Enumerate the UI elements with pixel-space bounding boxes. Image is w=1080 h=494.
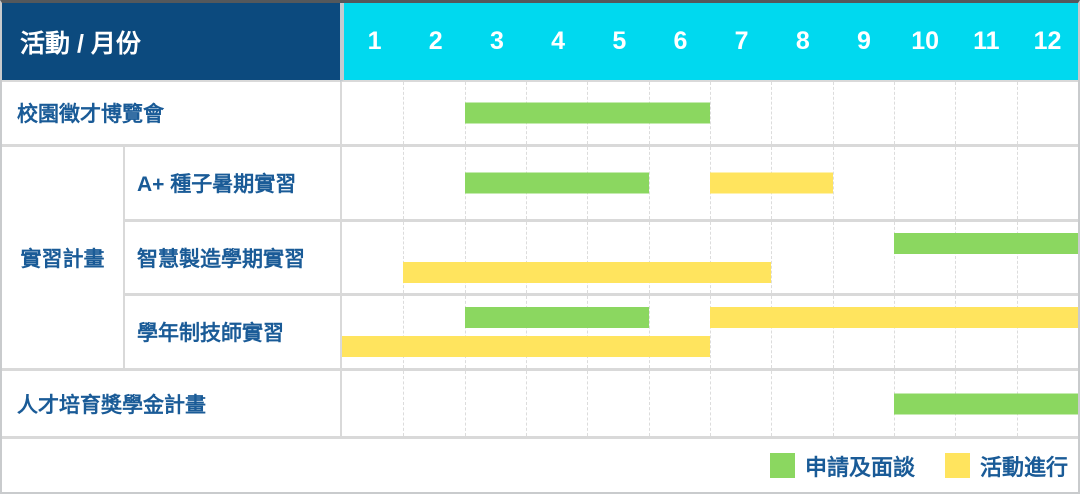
month-gridline bbox=[464, 371, 466, 436]
corner-header-label: 活動 / 月份 bbox=[20, 29, 141, 58]
month-header-cell-10: 10 bbox=[911, 27, 940, 55]
month-gridline bbox=[648, 147, 650, 219]
month-gridline bbox=[832, 371, 834, 436]
legend-swatch-green-icon bbox=[769, 453, 795, 478]
row-label-campus-fair: 校園徵才博覽會 bbox=[2, 82, 340, 147]
gantt-bar-apply bbox=[464, 172, 649, 194]
month-gridline bbox=[771, 371, 773, 436]
month-gridline bbox=[894, 82, 895, 144]
month-gridline bbox=[526, 371, 527, 436]
month-gridline bbox=[771, 222, 773, 293]
month-header-cell-5: 5 bbox=[612, 27, 627, 55]
month-gridline bbox=[832, 82, 834, 144]
legend-label-apply: 申請及面談 bbox=[804, 454, 915, 480]
row-label-text: A+ 種子暑期實習 bbox=[137, 173, 297, 196]
month-gridline bbox=[832, 147, 834, 219]
corner-header: 活動 / 月份 bbox=[2, 3, 340, 82]
month-header-cell-11: 11 bbox=[973, 27, 1000, 55]
month-gridline bbox=[587, 371, 589, 436]
month-header-cell-1: 1 bbox=[367, 27, 382, 55]
month-header-cell-6: 6 bbox=[673, 27, 688, 55]
month-header-cell-9: 9 bbox=[857, 27, 871, 55]
gantt-bar-apply bbox=[464, 307, 649, 328]
month-gridline bbox=[648, 371, 650, 436]
month-gridline bbox=[403, 147, 405, 219]
month-header-cell-7: 7 bbox=[734, 27, 749, 55]
row-label-text: 智慧製造學期實習 bbox=[137, 247, 305, 271]
month-gridline bbox=[710, 371, 711, 436]
legend-swatch-yellow-icon bbox=[944, 453, 970, 478]
gantt-bar-activity bbox=[342, 336, 710, 357]
month-gridline bbox=[955, 147, 957, 219]
month-gridline bbox=[955, 82, 957, 144]
month-gridline bbox=[1016, 147, 1018, 219]
legend-item-activity: 活動進行 bbox=[944, 450, 1068, 482]
month-gridline bbox=[894, 147, 895, 219]
legend-label-activity: 活動進行 bbox=[979, 454, 1068, 480]
row-label-academic-year-technician-internship: 學年制技師實習 bbox=[125, 296, 340, 371]
row-label-text: 學年制技師實習 bbox=[137, 322, 284, 345]
chart-row-talent-scholarship-plan bbox=[340, 371, 1078, 439]
gantt-bar-activity bbox=[710, 307, 1078, 328]
gantt-bar-apply bbox=[464, 102, 710, 124]
legend-item-apply: 申請及面談 bbox=[769, 450, 915, 482]
chart-row-aplus-summer-internship bbox=[340, 147, 1078, 222]
month-header-cell-4: 4 bbox=[551, 27, 566, 55]
chart-row-smart-manufacturing-internship bbox=[340, 222, 1078, 296]
gantt-bar-activity bbox=[403, 262, 772, 283]
row-label-talent-scholarship-plan: 人才培育獎學金計畫 bbox=[2, 371, 340, 439]
group-label-internship-plan: 實習計畫 bbox=[2, 147, 125, 371]
month-gridline bbox=[710, 82, 711, 144]
month-gridline bbox=[403, 296, 405, 368]
row-label-aplus-summer-internship: A+ 種子暑期實習 bbox=[125, 147, 340, 222]
gantt-bar-apply bbox=[894, 233, 1078, 254]
month-gridline bbox=[1016, 82, 1018, 144]
month-gridline bbox=[832, 222, 834, 293]
chart-row-campus-fair bbox=[340, 82, 1078, 147]
month-gridline bbox=[403, 371, 405, 436]
month-gridline bbox=[648, 296, 650, 368]
gantt-bar-activity bbox=[710, 172, 833, 194]
month-header-cell-8: 8 bbox=[795, 27, 810, 55]
month-gridline bbox=[403, 82, 405, 144]
month-header-cell-12: 12 bbox=[1033, 27, 1062, 55]
group-label-text: 實習計畫 bbox=[20, 247, 105, 271]
gantt-bar-apply bbox=[894, 393, 1078, 414]
month-header-cell-2: 2 bbox=[428, 27, 443, 55]
chart-row-academic-year-technician-internship bbox=[340, 296, 1078, 371]
gantt-table: 活動 / 月份 1 2 3 4 5 6 7 8 9 10 11 12 校園徵才博覽會 實習計畫 A+ … bbox=[2, 3, 1078, 492]
row-label-text: 人才培育獎學金計畫 bbox=[17, 393, 206, 417]
row-label-smart-manufacturing-internship: 智慧製造學期實習 bbox=[125, 222, 340, 296]
month-gridline bbox=[771, 82, 773, 144]
month-header-row: 1 2 3 4 5 6 7 8 9 10 11 12 bbox=[340, 3, 1078, 82]
row-label-text: 校園徵才博覽會 bbox=[17, 103, 164, 126]
legend: 申請及面談 活動進行 bbox=[2, 439, 1078, 492]
month-header-cell-3: 3 bbox=[489, 27, 504, 55]
